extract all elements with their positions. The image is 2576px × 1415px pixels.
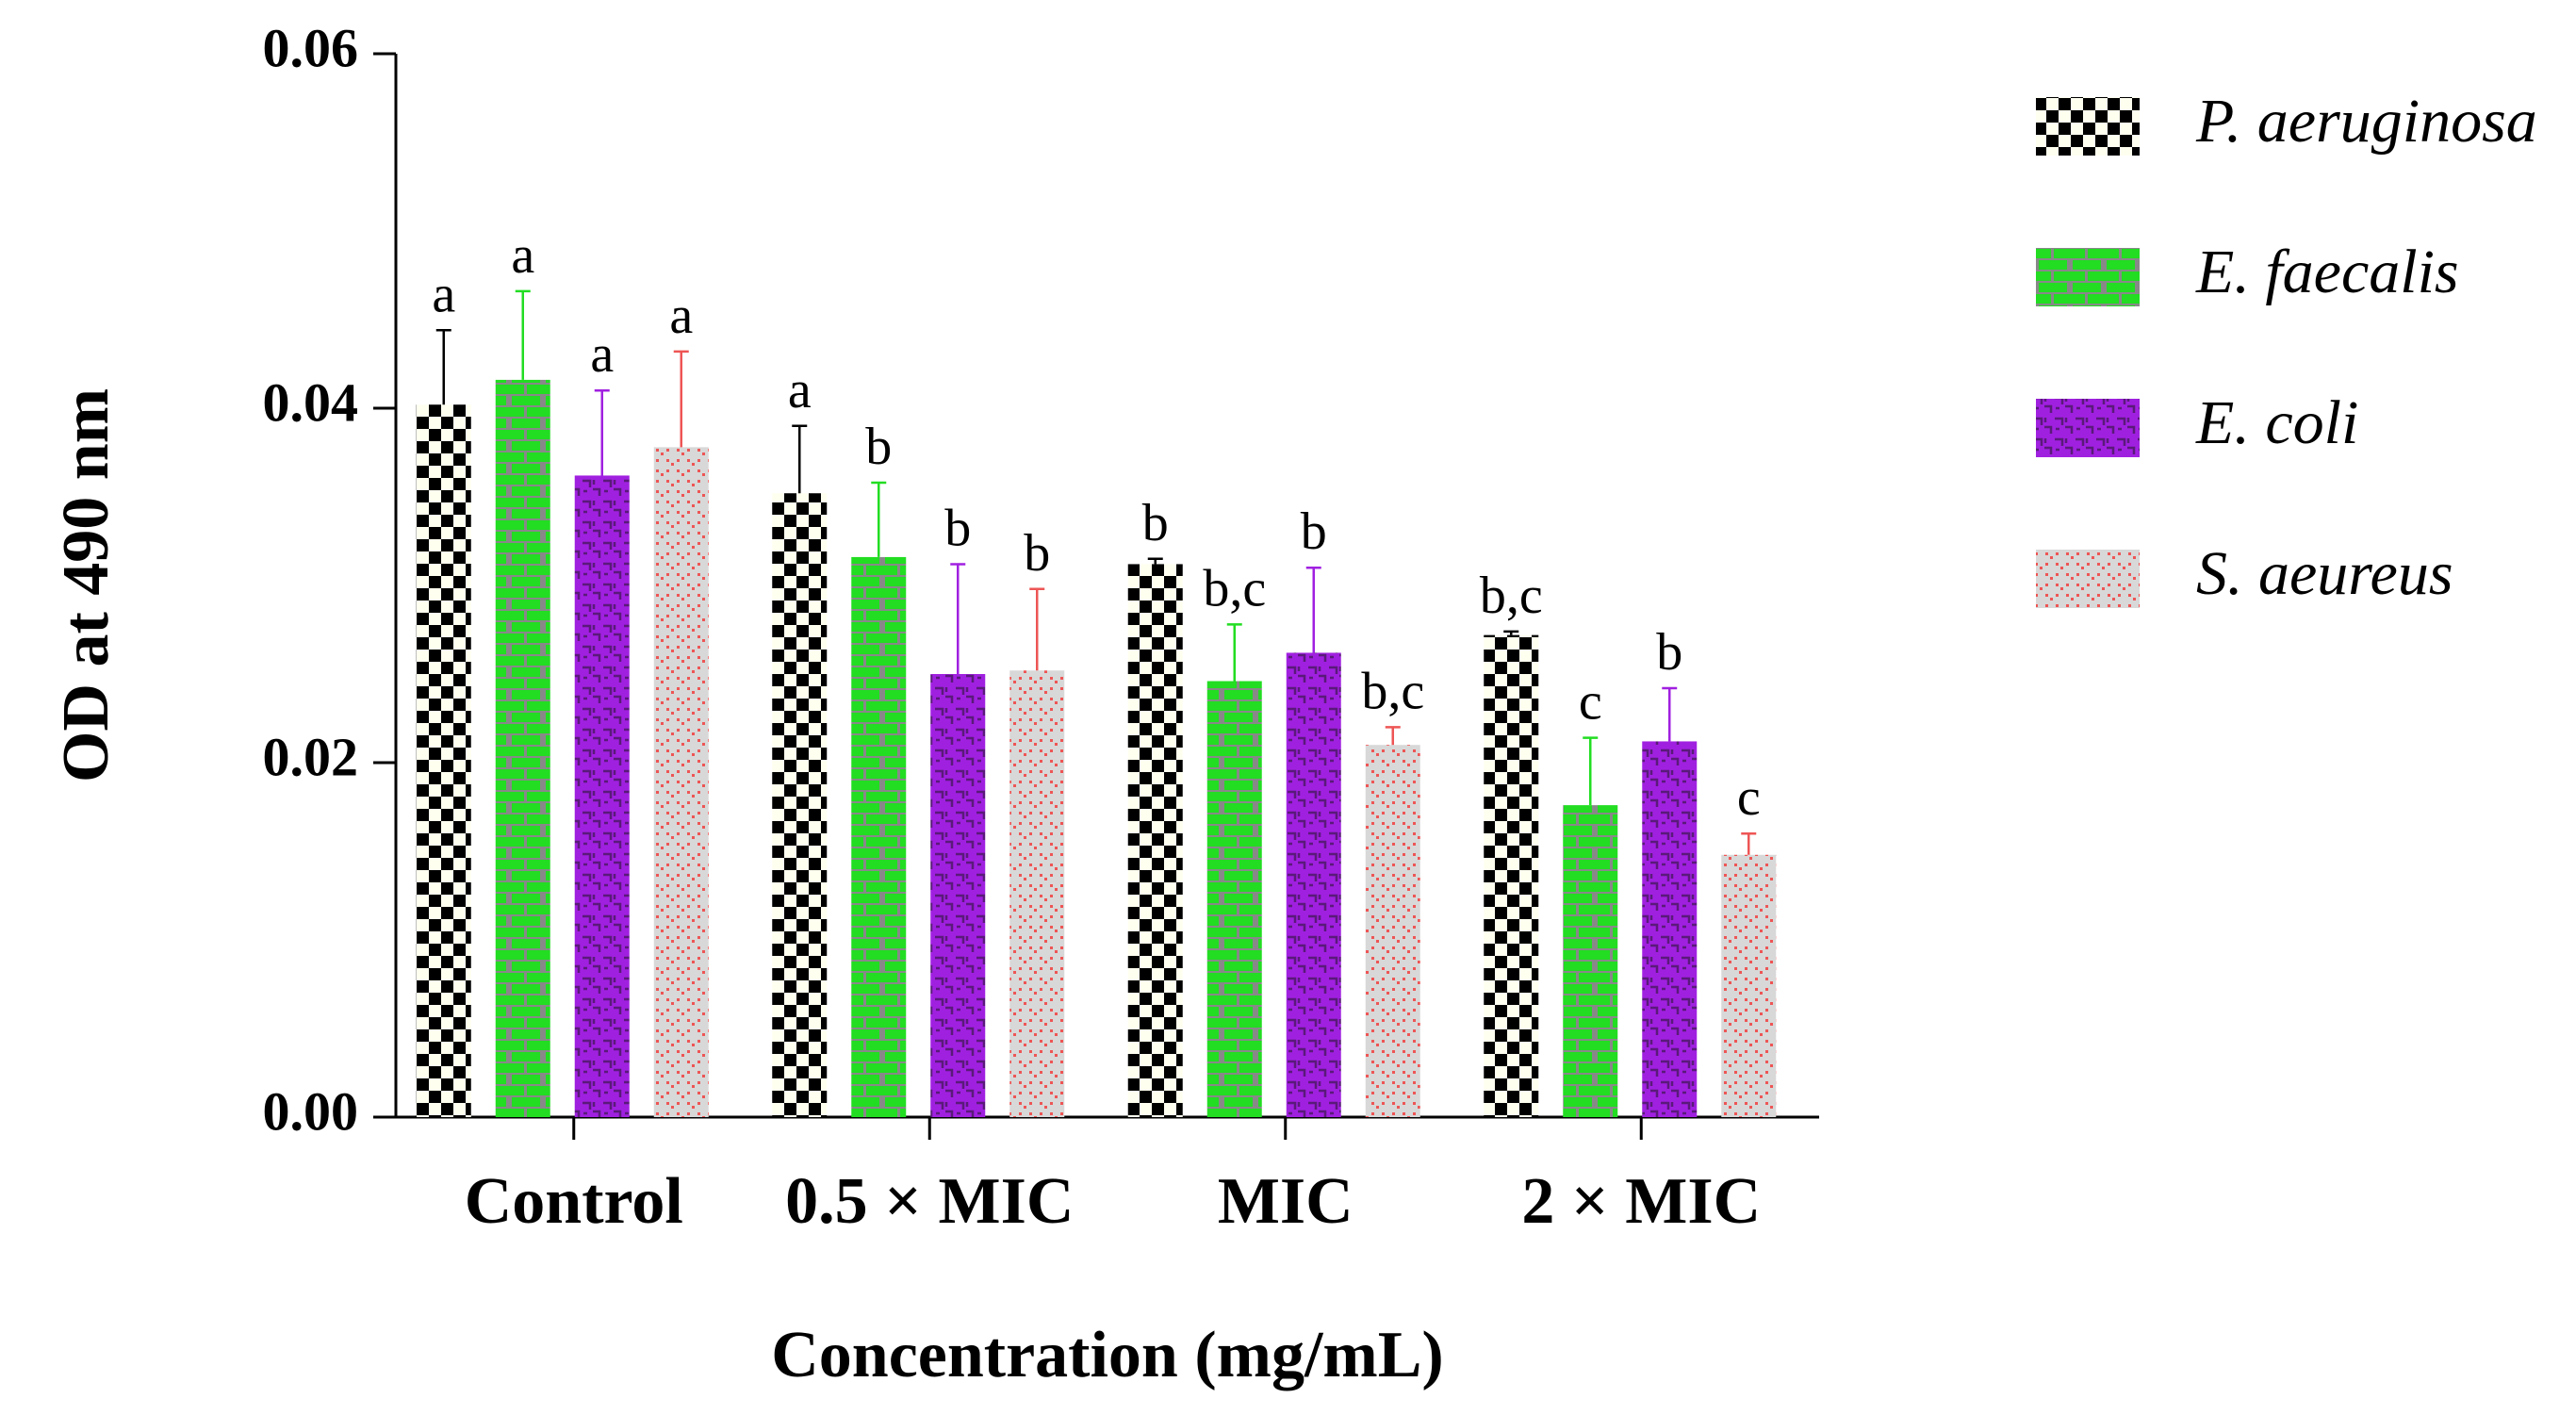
legend-swatch — [2036, 550, 2140, 608]
significance-letter: b — [944, 499, 971, 557]
x-tick-label: 2 × MIC — [1521, 1165, 1761, 1238]
y-ticks: 0.00 0.02 0.04 0.06 — [263, 17, 396, 1142]
x-tick-label: 0.5 × MIC — [785, 1165, 1074, 1238]
significance-letter: b — [1656, 623, 1682, 682]
bars — [416, 379, 1777, 1117]
significance-letter: b,c — [1361, 662, 1424, 720]
bar — [1206, 681, 1262, 1117]
y-tick-label: 0.02 — [263, 726, 359, 787]
x-ticks: Control 0.5 × MIC MIC 2 × MIC — [465, 1117, 1761, 1238]
bar — [495, 379, 550, 1117]
bar — [930, 674, 986, 1117]
bar — [1484, 634, 1539, 1117]
significance-letter: b — [865, 418, 892, 476]
legend-label: S. aeureus — [2196, 539, 2453, 608]
x-axis-label: Concentration (mg/mL) — [771, 1319, 1444, 1391]
significance-letter: a — [669, 287, 693, 345]
legend-label: E. faecalis — [2195, 238, 2459, 306]
bar — [1721, 854, 1777, 1117]
y-tick-label: 0.00 — [263, 1080, 359, 1142]
x-tick-label: Control — [465, 1165, 683, 1238]
significance-letter: b — [1142, 494, 1169, 552]
bar — [1127, 564, 1183, 1117]
significance-letter: b,c — [1480, 567, 1543, 625]
significance-letter: c — [1737, 768, 1761, 827]
y-tick-label: 0.04 — [263, 371, 359, 433]
legend-swatch — [2036, 97, 2140, 156]
error-bars — [435, 289, 1757, 855]
significance-letter: c — [1579, 673, 1602, 732]
significance-letter: b — [1024, 524, 1050, 583]
significance-letter: a — [511, 226, 534, 285]
significance-letter: b — [1301, 502, 1327, 561]
bar — [772, 493, 828, 1117]
bar — [1642, 741, 1698, 1117]
bar — [1563, 805, 1618, 1117]
bar — [1365, 745, 1420, 1117]
bar — [574, 475, 630, 1117]
y-axis-label: OD at 490 nm — [50, 388, 123, 782]
legend-label: P. aeruginosa — [2195, 87, 2537, 156]
legend: P. aeruginosa E. faecalis E. coli S. aeureu… — [2036, 87, 2537, 608]
significance-letter: a — [788, 361, 812, 420]
bar — [851, 556, 907, 1117]
significance-letter: a — [432, 265, 455, 323]
x-tick-label: MIC — [1218, 1165, 1354, 1238]
legend-swatch — [2036, 399, 2140, 457]
bar — [1009, 670, 1065, 1117]
y-tick-label: 0.06 — [263, 17, 359, 78]
significance-letter: a — [590, 325, 614, 384]
legend-swatch — [2036, 248, 2140, 306]
bar — [416, 404, 471, 1117]
bar — [1286, 652, 1341, 1117]
legend-label: E. coli — [2195, 388, 2358, 457]
significance-letter: b,c — [1203, 559, 1266, 617]
bar — [653, 447, 709, 1117]
